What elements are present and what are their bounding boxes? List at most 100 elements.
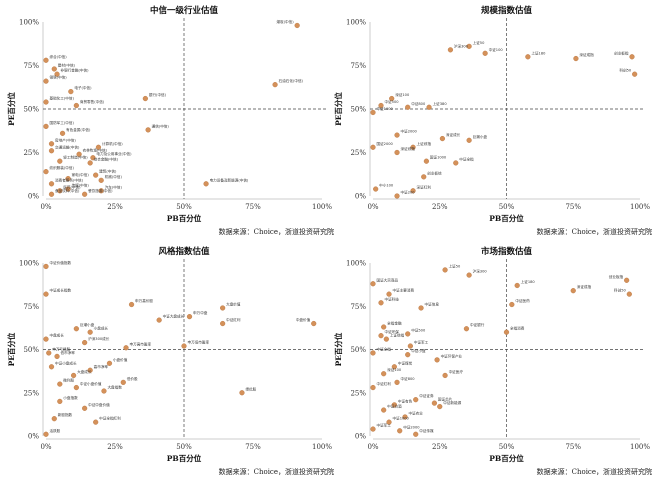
- point-label: 中证白酒: [387, 404, 402, 409]
- point-label: 申万中盘: [193, 310, 208, 315]
- point-label: 中证500: [385, 99, 400, 104]
- data-point: [413, 431, 419, 437]
- point-label: 中证新能源: [443, 400, 461, 405]
- point-label: 非银行金融(中信): [61, 68, 90, 73]
- x-tick-label: 25%: [432, 203, 448, 211]
- point-label: 商贸零售(中信): [80, 99, 105, 104]
- data-point: [57, 398, 63, 405]
- source-note: 数据来源：Choice，浙道投资研究院: [219, 467, 334, 476]
- data-point: [54, 71, 60, 77]
- chart-title: 市场指数估值: [481, 246, 533, 257]
- point-label: 中证小盘: [411, 348, 426, 353]
- data-point: [203, 181, 209, 187]
- data-point: [65, 176, 71, 182]
- data-point: [394, 132, 400, 138]
- point-label: 中证传媒: [419, 428, 434, 433]
- point-label: 深证综指: [401, 146, 416, 151]
- point-label: 中证1000: [377, 106, 394, 111]
- point-label: 上证380: [433, 101, 448, 106]
- x-tick-label: 100%: [630, 203, 650, 211]
- data-point: [418, 305, 424, 311]
- y-tick-label: 50%: [350, 346, 366, 354]
- x-tick-label: 100%: [312, 203, 332, 211]
- data-point: [65, 186, 71, 192]
- x-tick-label: 25%: [432, 443, 448, 451]
- data-point: [624, 277, 630, 283]
- point-label: 中证军工: [377, 423, 392, 428]
- data-point: [48, 191, 55, 197]
- point-label: 建材(中信): [58, 62, 76, 67]
- point-label: 大盘价值: [226, 301, 241, 306]
- point-label: 中证主要消费: [393, 288, 415, 293]
- data-point: [142, 95, 148, 102]
- data-point: [405, 104, 411, 110]
- data-point: [410, 144, 416, 150]
- data-point: [51, 416, 57, 422]
- data-point: [514, 282, 520, 289]
- x-axis-label: PB百分位: [167, 453, 202, 463]
- y-tick-label: 75%: [350, 303, 366, 311]
- point-label: 全指金融: [387, 321, 402, 326]
- point-label: 医药(中信): [63, 184, 81, 189]
- scatter-panel-3: 风格指数估值 0% 25% 50% 75% 100% 0% 25% 50% 75% 100% PB百分…: [6, 246, 334, 476]
- data-point: [626, 291, 632, 297]
- data-point: [98, 177, 104, 183]
- data-point: [442, 372, 448, 379]
- point-label: 小盘成长: [94, 326, 109, 331]
- point-label: 中证证券: [419, 393, 434, 398]
- data-point: [48, 141, 55, 147]
- data-point: [73, 384, 79, 391]
- y-axis-label: PE百分位: [333, 92, 343, 126]
- point-label: 中证有色: [398, 398, 413, 403]
- y-tick-label: 75%: [350, 62, 366, 70]
- data-point: [220, 305, 226, 311]
- source-note: 数据来源：Choice，浙道投资研究院: [537, 227, 652, 236]
- y-tick-label: 50%: [23, 106, 39, 114]
- point-label: 中证银行: [470, 322, 485, 327]
- data-point: [156, 317, 162, 323]
- x-tick-label: 25%: [107, 203, 123, 211]
- data-point: [378, 333, 384, 339]
- point-label: 中证红利: [377, 381, 392, 386]
- data-point: [220, 320, 226, 327]
- data-point: [391, 402, 397, 408]
- x-tick-label: 50%: [499, 443, 515, 451]
- data-point: [73, 326, 79, 332]
- y-tick-label: 75%: [23, 303, 39, 311]
- data-point: [431, 400, 438, 406]
- point-label: 汽车(中信): [105, 184, 123, 189]
- point-label: 中证医疗: [449, 369, 464, 374]
- point-label: 银行(中信): [149, 92, 167, 97]
- source-note: 数据来源：Choice，浙道投资研究院: [219, 227, 334, 236]
- data-point: [93, 419, 99, 425]
- x-tick-label: 75%: [565, 203, 581, 211]
- point-label: 中证2000: [403, 424, 420, 429]
- data-point: [48, 364, 55, 370]
- data-point: [57, 158, 63, 164]
- data-point: [453, 160, 459, 166]
- point-label: 中证200: [401, 190, 416, 195]
- point-label: 中小100: [379, 183, 394, 188]
- y-tick-label: 25%: [350, 149, 366, 157]
- point-label: 深证成指: [577, 284, 592, 289]
- source-note: 数据来源：Choice，浙道投资研究院: [537, 467, 652, 476]
- point-label: 中盘价值: [296, 317, 311, 322]
- data-point: [370, 350, 376, 356]
- point-label: 上证综指: [390, 333, 405, 338]
- data-point: [57, 381, 63, 387]
- data-point: [509, 301, 515, 308]
- data-point: [629, 54, 635, 60]
- data-point: [405, 331, 411, 337]
- point-label: 中证信息: [425, 301, 440, 306]
- y-axis-label: PE百分位: [6, 92, 16, 126]
- data-point: [447, 47, 454, 53]
- point-label: 轻工制造(中信): [63, 155, 88, 160]
- y-tick-label: 100%: [346, 19, 366, 27]
- point-label: 消费者服务(中信): [55, 177, 84, 182]
- data-point: [413, 397, 419, 403]
- data-point: [68, 88, 74, 95]
- y-tick-label: 75%: [23, 62, 39, 70]
- x-axis-label: PB百分位: [489, 453, 524, 463]
